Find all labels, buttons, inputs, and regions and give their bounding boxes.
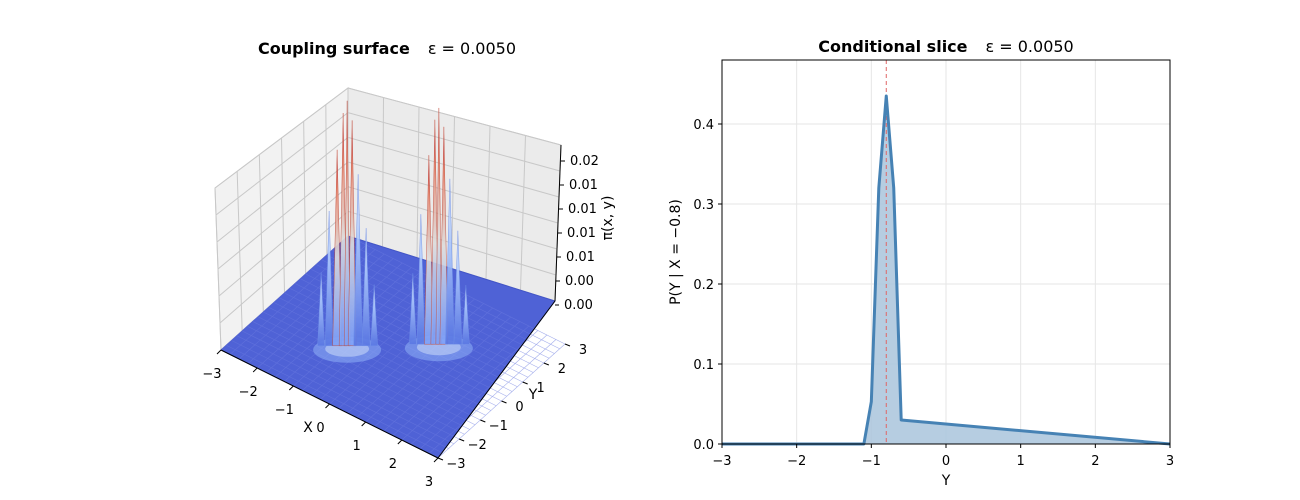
surface-y-axis-line <box>437 300 556 459</box>
surface-z-tick-label: 0.01 <box>566 250 595 265</box>
slice-series-line <box>722 94 1171 446</box>
surface-y-tick-label: 3 <box>579 343 587 358</box>
surface-x-tick-label: 2 <box>389 457 397 472</box>
surface-z-tick-label: 0.00 <box>565 274 594 289</box>
slice-y-label: P(Y | X = −0.8) <box>668 199 684 305</box>
surface-z-label: π(x, y) <box>600 196 616 241</box>
surface-title-text: Coupling surface <box>258 39 410 58</box>
slice-x-tick-label: 1 <box>1017 454 1025 469</box>
slice-x-tick-label: 2 <box>1091 454 1099 469</box>
surface-peak <box>404 107 473 362</box>
slice-x-tick-label: 3 <box>1166 454 1174 469</box>
surface-y-tick-label: −1 <box>489 419 508 434</box>
slice-y-ticks: 0.0 0.1 0.2 0.3 0.4 <box>693 118 722 453</box>
slice-title-text: Conditional slice <box>818 37 967 56</box>
slice-x-ticks: −3 −2 −1 0 1 2 3 <box>712 444 1174 469</box>
slice-y-tick-label: 0.1 <box>693 358 714 373</box>
surface-x-ticks: −3 −2 −1 0 1 2 3 <box>202 349 439 490</box>
surface-peak <box>313 100 382 363</box>
surface-z-ticks: 0.00 0.00 0.01 0.01 0.01 0.01 0.02 <box>555 154 599 313</box>
slice-title: Conditional slice ε = 0.0050 <box>818 37 1073 56</box>
surface-z-tick-label: 0.01 <box>568 202 597 217</box>
slice-x-label: Y <box>941 473 951 489</box>
surface-y-tick-label: 2 <box>558 362 566 377</box>
conditional-slice-plot: Conditional slice ε = 0.0050 −3 −2 −1 0 1 2 3 0… <box>668 37 1174 489</box>
slice-subtitle: ε = 0.0050 <box>986 37 1074 56</box>
slice-marks <box>722 60 1171 446</box>
surface-y-label: Y <box>528 387 538 403</box>
slice-x-tick-label: 0 <box>942 454 950 469</box>
surface-x-tick-label: 1 <box>353 439 361 454</box>
surface-y-tick-label: −3 <box>446 457 465 472</box>
surface-title: Coupling surface ε = 0.0050 <box>258 39 516 58</box>
surface-z-tick-label: 0.01 <box>569 178 598 193</box>
slice-x-tick-label: −3 <box>712 454 731 469</box>
slice-y-tick-label: 0.2 <box>693 278 714 293</box>
surface-x-label: X <box>303 420 313 436</box>
slice-x-tick-label: −2 <box>787 454 806 469</box>
surface-z-tick-label: 0.02 <box>570 154 599 169</box>
surface-x-tick-label: −3 <box>202 367 221 382</box>
slice-x-tick-label: −1 <box>862 454 881 469</box>
surface-z-axis-line <box>554 144 562 302</box>
surface-z-tick-label: 0.00 <box>564 298 593 313</box>
surface-peaks <box>313 100 473 363</box>
surface-z-tick-label: 0.01 <box>567 226 596 241</box>
slice-grid <box>721 60 1171 445</box>
surface-x-tick-label: −1 <box>275 403 294 418</box>
surface-x-tick-label: −2 <box>239 385 258 400</box>
surface-y-tick-label: −2 <box>468 438 487 453</box>
slice-y-tick-label: 0.3 <box>693 198 714 213</box>
surface-x-tick-label: 0 <box>316 421 324 436</box>
surface-y-tick-label: 0 <box>515 400 523 415</box>
surface-subtitle: ε = 0.0050 <box>428 39 516 58</box>
slice-y-tick-label: 0.0 <box>693 438 714 453</box>
slice-y-tick-label: 0.4 <box>693 118 714 133</box>
surface-y-tick-label: 1 <box>537 381 545 396</box>
surface-x-tick-label: 3 <box>425 475 433 490</box>
